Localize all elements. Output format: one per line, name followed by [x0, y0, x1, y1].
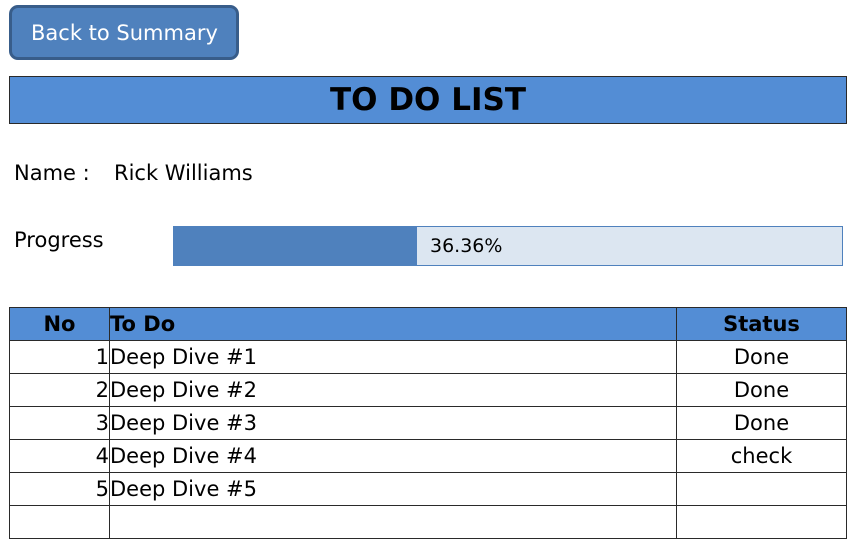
row-todo[interactable]: Deep Dive #2: [109, 373, 677, 407]
progress-fill: [174, 227, 417, 265]
row-no[interactable]: 3: [9, 406, 110, 440]
header-no: No: [9, 307, 110, 341]
row-status[interactable]: Done: [676, 373, 847, 407]
progress-bar: 36.36%: [173, 226, 843, 266]
row-status[interactable]: Done: [676, 406, 847, 440]
row-todo[interactable]: [109, 505, 677, 539]
row-no[interactable]: 4: [9, 439, 110, 473]
todo-table: No To Do Status 1 Deep Dive #1 Done 2 De…: [9, 307, 847, 539]
header-status: Status: [676, 307, 847, 341]
row-no[interactable]: 1: [9, 340, 110, 374]
name-value: Rick Williams: [114, 161, 253, 185]
table-row: 1 Deep Dive #1 Done: [9, 340, 847, 374]
row-todo[interactable]: Deep Dive #5: [109, 472, 677, 506]
row-status[interactable]: Done: [676, 340, 847, 374]
table-row: 3 Deep Dive #3 Done: [9, 406, 847, 440]
row-status[interactable]: check: [676, 439, 847, 473]
name-label: Name :: [14, 161, 90, 185]
progress-percent: 36.36%: [430, 235, 503, 257]
row-no[interactable]: 2: [9, 373, 110, 407]
page-title: TO DO LIST: [9, 76, 847, 124]
back-to-summary-button[interactable]: Back to Summary: [9, 5, 239, 60]
table-header-row: No To Do Status: [9, 307, 847, 341]
row-todo[interactable]: Deep Dive #3: [109, 406, 677, 440]
row-no[interactable]: [9, 505, 110, 539]
row-todo[interactable]: Deep Dive #1: [109, 340, 677, 374]
table-row: [9, 505, 847, 539]
progress-label: Progress: [14, 228, 104, 252]
row-status[interactable]: [676, 505, 847, 539]
table-row: 2 Deep Dive #2 Done: [9, 373, 847, 407]
row-no[interactable]: 5: [9, 472, 110, 506]
table-row: 4 Deep Dive #4 check: [9, 439, 847, 473]
row-status[interactable]: [676, 472, 847, 506]
table-row: 5 Deep Dive #5: [9, 472, 847, 506]
header-todo: To Do: [109, 307, 677, 341]
row-todo[interactable]: Deep Dive #4: [109, 439, 677, 473]
